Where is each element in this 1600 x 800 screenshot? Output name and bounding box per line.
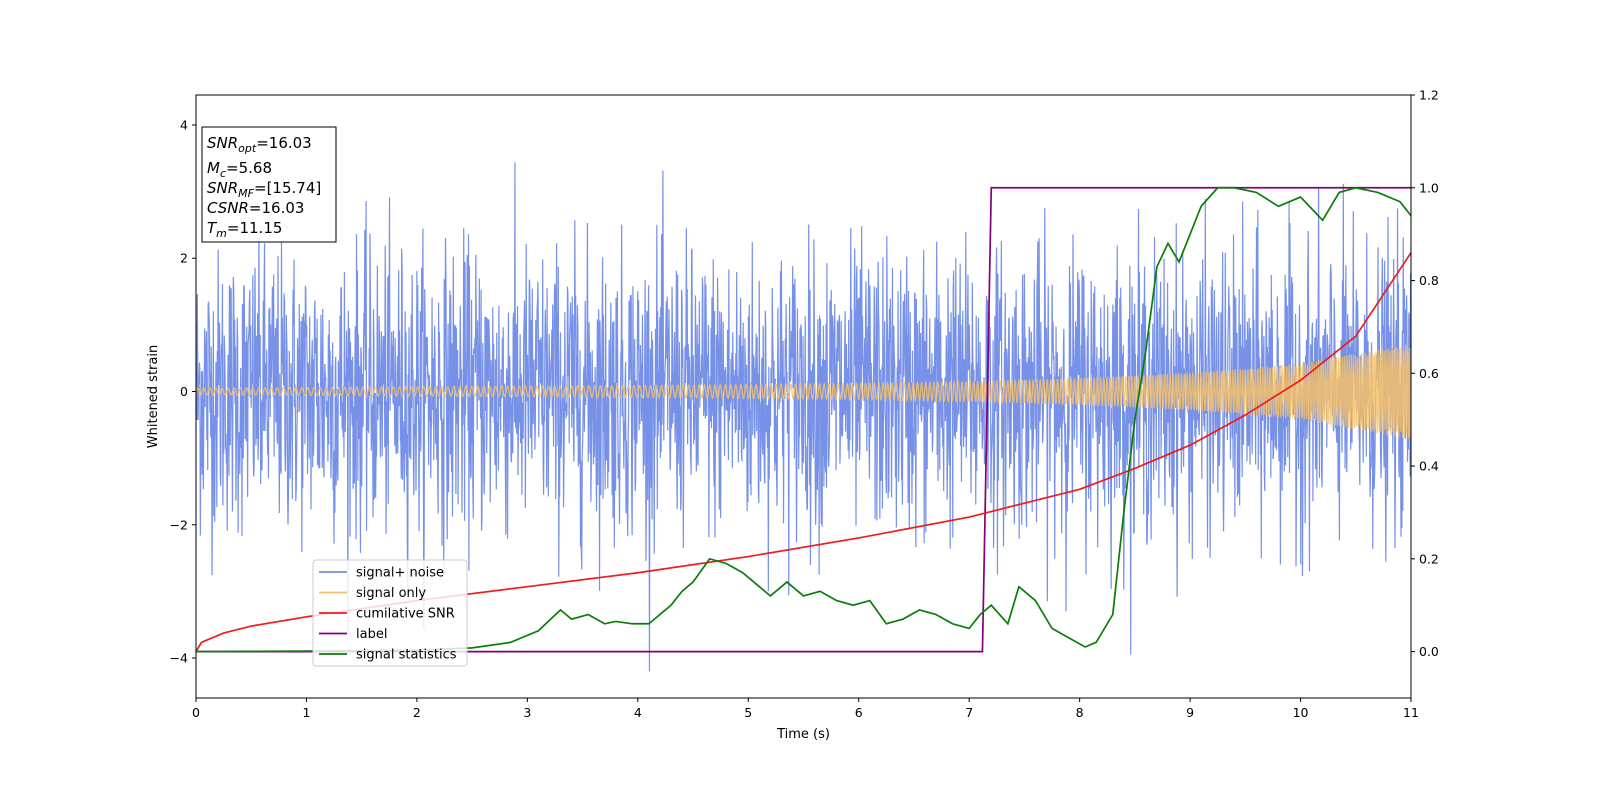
- label-line: [196, 186, 1411, 653]
- y-right-tick-label: 0.6: [1419, 366, 1439, 381]
- legend-label: cumilative SNR: [356, 607, 455, 622]
- x-tick-label: 7: [965, 705, 973, 720]
- annotation-frame: [201, 126, 337, 243]
- signal-noise-series: [195, 162, 1412, 672]
- signal-only-line: [195, 344, 1412, 440]
- stats-annotation-box: SNRopt=16.03 Mc=5.68SNRMF=[15.74]CSNR=16.…: [201, 126, 337, 243]
- y-left-tick-label: 2: [180, 251, 188, 266]
- x-tick-label: 9: [1186, 705, 1194, 720]
- x-axis: 0 1 2 3 4 5 6 7 8 9 10 11: [192, 698, 1419, 720]
- x-axis-title: Time (s): [776, 727, 830, 742]
- legend-frame: [312, 559, 468, 667]
- signal-noise-line: [195, 162, 1412, 672]
- y-left-tick-label: 4: [180, 117, 188, 132]
- x-tick-label: 10: [1293, 705, 1309, 720]
- x-tick-label: 0: [192, 705, 200, 720]
- y-axis-title: Whitened strain: [146, 345, 161, 448]
- signal-statistics-line: [195, 186, 1412, 653]
- legend-label: signal statistics: [356, 648, 457, 663]
- x-tick-label: 6: [855, 705, 863, 720]
- legend: signal+ noise signal only cumilative SNR la…: [312, 559, 468, 667]
- x-tick-label: 3: [523, 705, 531, 720]
- annotation-line: Mc=5.68: [207, 159, 272, 180]
- x-tick-label: 1: [302, 705, 310, 720]
- x-tick-label: 2: [413, 705, 421, 720]
- y-right-tick-label: 0.2: [1419, 551, 1439, 566]
- cumilative-snr-line: [195, 252, 1412, 653]
- annotation-line: SNRMF=[15.74]: [207, 179, 321, 200]
- x-tick-label: 4: [634, 705, 642, 720]
- y-left-tick-label: −4: [170, 651, 188, 666]
- y-right-tick-label: 0.8: [1419, 273, 1439, 288]
- signal-only-series: [195, 344, 1412, 440]
- plot-frame: [195, 94, 1412, 699]
- y-axis-right: 0.0 0.2 0.4 0.6 0.8 1.0 1.2: [1411, 88, 1439, 659]
- legend-label: label: [356, 627, 387, 642]
- y-right-tick-label: 0.0: [1419, 644, 1439, 659]
- y-right-tick-label: 1.0: [1419, 180, 1439, 195]
- y-left-tick-label: −2: [170, 517, 188, 532]
- annotation-line: CSNR=16.03: [207, 199, 304, 217]
- x-tick-label: 11: [1403, 705, 1419, 720]
- annotation-line: Tm=11.15: [207, 219, 282, 240]
- y-left-tick-label: 0: [180, 384, 188, 399]
- y-axis-left: −4 −2 0 2 4: [170, 117, 196, 666]
- annotation-line: SNRopt=16.03: [207, 134, 312, 155]
- y-right-tick-label: 0.4: [1419, 459, 1439, 474]
- x-tick-label: 5: [744, 705, 752, 720]
- x-tick-label: 8: [1076, 705, 1084, 720]
- legend-label: signal+ noise: [356, 566, 444, 581]
- y-right-tick-label: 1.2: [1419, 88, 1439, 103]
- right-axis-series: [195, 186, 1412, 653]
- legend-label: signal only: [356, 586, 426, 601]
